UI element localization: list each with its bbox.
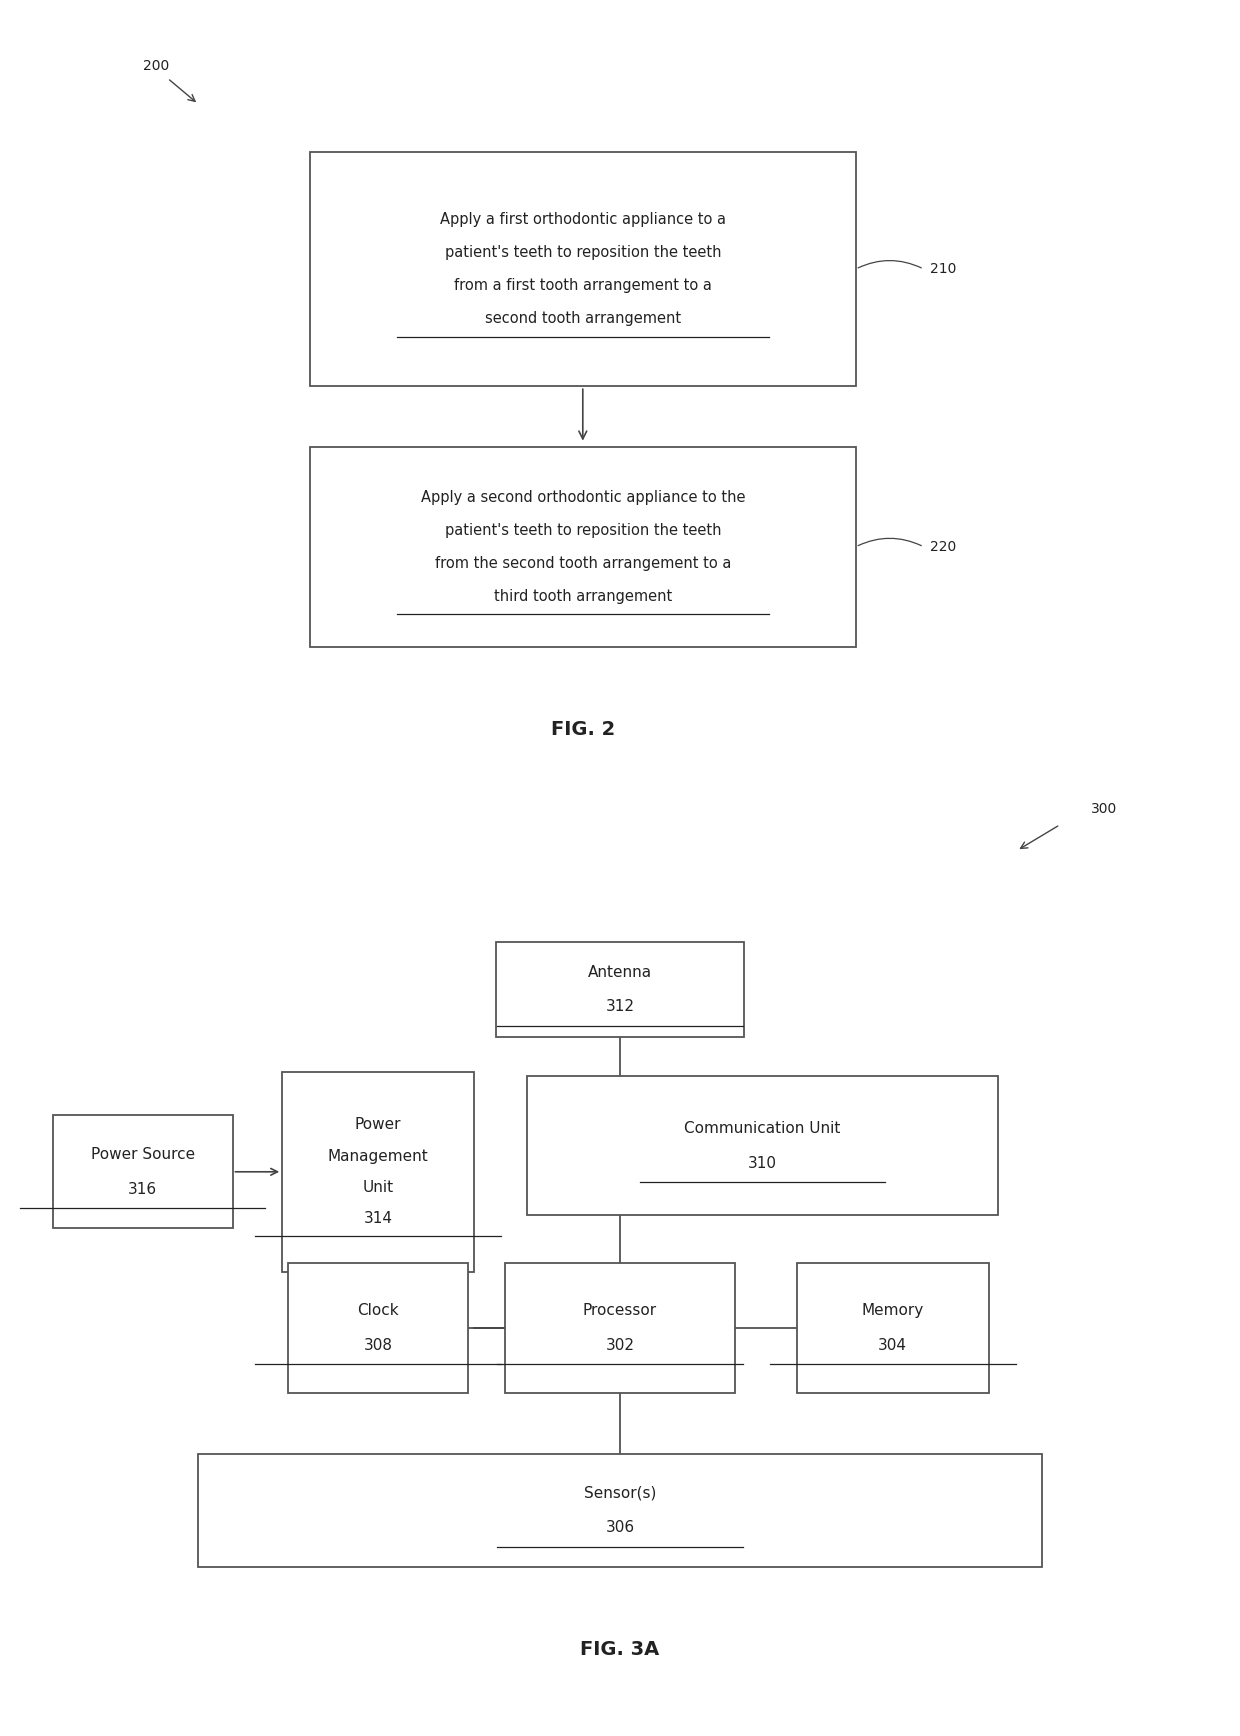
Text: from a first tooth arrangement to a: from a first tooth arrangement to a [454, 278, 712, 293]
Text: from the second tooth arrangement to a: from the second tooth arrangement to a [434, 556, 732, 571]
Text: Power: Power [355, 1118, 402, 1132]
Text: 310: 310 [748, 1156, 777, 1170]
Text: Power Source: Power Source [91, 1147, 195, 1161]
Text: 314: 314 [363, 1212, 393, 1226]
Text: Processor: Processor [583, 1304, 657, 1318]
Bar [288, 1264, 467, 1392]
Text: Apply a second orthodontic appliance to the: Apply a second orthodontic appliance to … [420, 490, 745, 505]
Text: 220: 220 [930, 540, 956, 554]
Text: 210: 210 [930, 262, 956, 276]
Bar [53, 1116, 233, 1229]
Bar [310, 153, 856, 387]
Text: 304: 304 [878, 1338, 908, 1352]
Text: FIG. 2: FIG. 2 [551, 720, 615, 738]
Text: Management: Management [327, 1149, 429, 1163]
Text: patient's teeth to reposition the teeth: patient's teeth to reposition the teeth [445, 523, 720, 538]
Text: 308: 308 [363, 1338, 393, 1352]
Text: second tooth arrangement: second tooth arrangement [485, 311, 681, 326]
Text: 200: 200 [143, 59, 169, 73]
Text: 312: 312 [605, 1000, 635, 1014]
Bar [796, 1264, 990, 1392]
Bar [198, 1455, 1042, 1566]
Text: Communication Unit: Communication Unit [684, 1121, 841, 1135]
Text: Antenna: Antenna [588, 965, 652, 979]
Bar [310, 446, 856, 646]
Bar [496, 941, 744, 1038]
Text: Apply a first orthodontic appliance to a: Apply a first orthodontic appliance to a [440, 212, 725, 227]
Text: 302: 302 [605, 1338, 635, 1352]
Text: Memory: Memory [862, 1304, 924, 1318]
Text: third tooth arrangement: third tooth arrangement [494, 589, 672, 604]
Text: 306: 306 [605, 1521, 635, 1535]
Bar [281, 1071, 474, 1271]
Text: Sensor(s): Sensor(s) [584, 1486, 656, 1500]
Text: FIG. 3A: FIG. 3A [580, 1641, 660, 1658]
Text: Unit: Unit [362, 1180, 394, 1194]
Bar [527, 1076, 998, 1215]
Text: patient's teeth to reposition the teeth: patient's teeth to reposition the teeth [445, 245, 720, 260]
Text: 300: 300 [1091, 802, 1117, 816]
Text: Clock: Clock [357, 1304, 399, 1318]
Bar [506, 1264, 734, 1392]
Text: 316: 316 [128, 1182, 157, 1196]
